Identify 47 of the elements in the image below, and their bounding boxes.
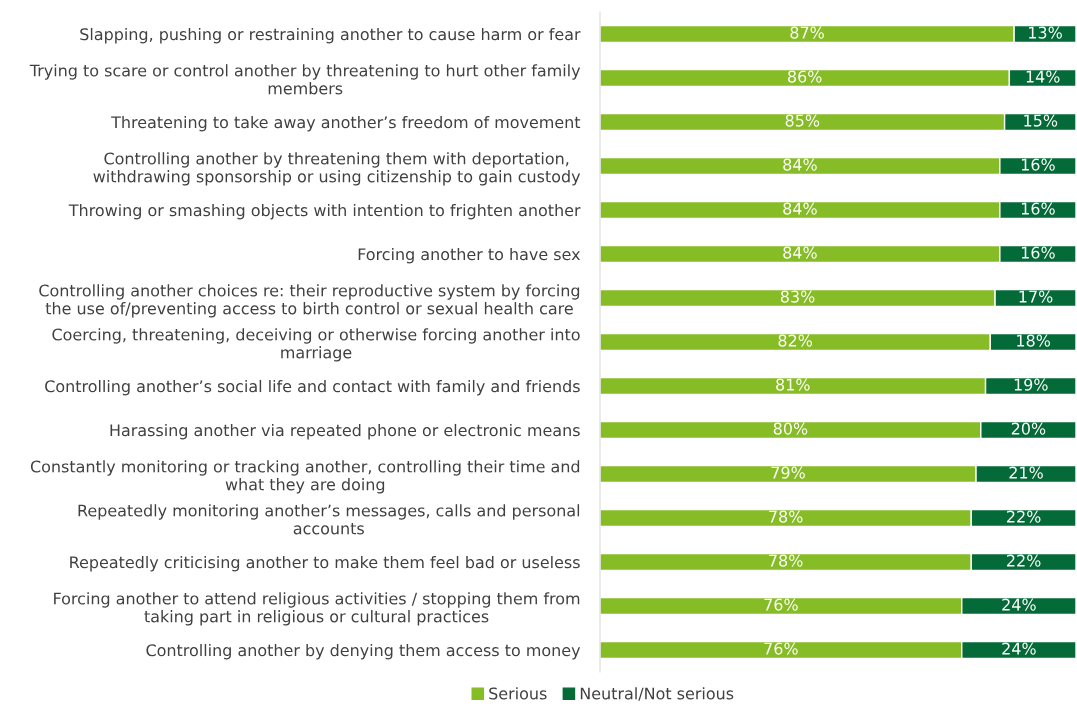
y-tick-label: Forcing another to attend religious activities / stopping them from taking part in religious or cultural practices xyxy=(54,592,580,626)
y-tick-label: Throwing or smashing objects with intention to frighten another xyxy=(68,203,581,220)
y-tick-label: Controlling another’s social life and contact with family and friends xyxy=(45,379,580,396)
y-tick-label: Forcing another to have sex xyxy=(358,247,581,264)
data-label: 21% xyxy=(1009,466,1043,479)
data-label: 80% xyxy=(773,422,808,435)
data-label: 24% xyxy=(1002,642,1036,655)
legend-label: Neutral/Not serious xyxy=(580,687,734,701)
y-tick-label: Controlling another by denying them access to money xyxy=(146,643,581,660)
data-label: 83% xyxy=(780,290,815,303)
y-tick-label: Harassing another via repeated phone or electronic means xyxy=(110,423,580,440)
data-label: 78% xyxy=(769,510,803,523)
data-label: 22% xyxy=(1007,554,1041,567)
y-tick-label: Constantly monitoring or tracking another, controlling their time and what they are doing xyxy=(30,460,580,494)
data-label: 17% xyxy=(1019,290,1053,303)
data-label: 20% xyxy=(1011,422,1046,435)
data-label: 13% xyxy=(1029,26,1062,39)
data-label: 24% xyxy=(1002,598,1036,611)
data-label: 79% xyxy=(771,466,805,479)
data-label: 86% xyxy=(788,70,822,83)
y-tick-label: Coercing, threatening, deceiving or otherwise forcing another into marriage xyxy=(52,328,580,362)
data-label: 76% xyxy=(764,642,798,655)
y-tick-label: Trying to scare or control another by threatening to hurt other family members xyxy=(29,64,581,95)
data-label: 84% xyxy=(783,202,817,215)
data-label: 84% xyxy=(783,246,817,259)
data-label: 18% xyxy=(1017,334,1051,347)
y-tick-label: Repeatedly criticising another to make them feel bad or useless xyxy=(70,555,580,572)
y-tick-label: Controlling another by threatening them with deportation, withdrawing sponsorship or using citizenship to gain custody xyxy=(93,152,581,186)
data-label: 19% xyxy=(1014,378,1048,391)
y-tick-label: Repeatedly monitoring another’s messages, calls and personal accounts xyxy=(78,504,580,535)
y-tick-label: Controlling another choices re: their reproductive system by forcing the use of/preventing access to birth control or sexual health care xyxy=(39,284,580,318)
data-label: 85% xyxy=(785,114,820,127)
legend-label: Serious xyxy=(489,687,547,700)
y-tick-label: Threatening to take away another’s freedom of movement xyxy=(111,115,581,132)
data-label: 16% xyxy=(1021,246,1055,259)
data-label: 22% xyxy=(1007,510,1041,523)
data-label: 81% xyxy=(776,378,810,391)
data-label: 15% xyxy=(1024,114,1058,127)
data-label: 82% xyxy=(778,334,813,347)
data-label: 87% xyxy=(790,26,824,39)
data-label: 78% xyxy=(769,554,803,567)
y-tick-label: Slapping, pushing or restraining another to cause harm or fear xyxy=(80,27,581,44)
data-label: 76% xyxy=(764,598,798,611)
data-label: 16% xyxy=(1021,202,1055,215)
data-label: 84% xyxy=(783,158,817,171)
data-label: 14% xyxy=(1026,70,1060,83)
data-label: 16% xyxy=(1021,158,1055,171)
